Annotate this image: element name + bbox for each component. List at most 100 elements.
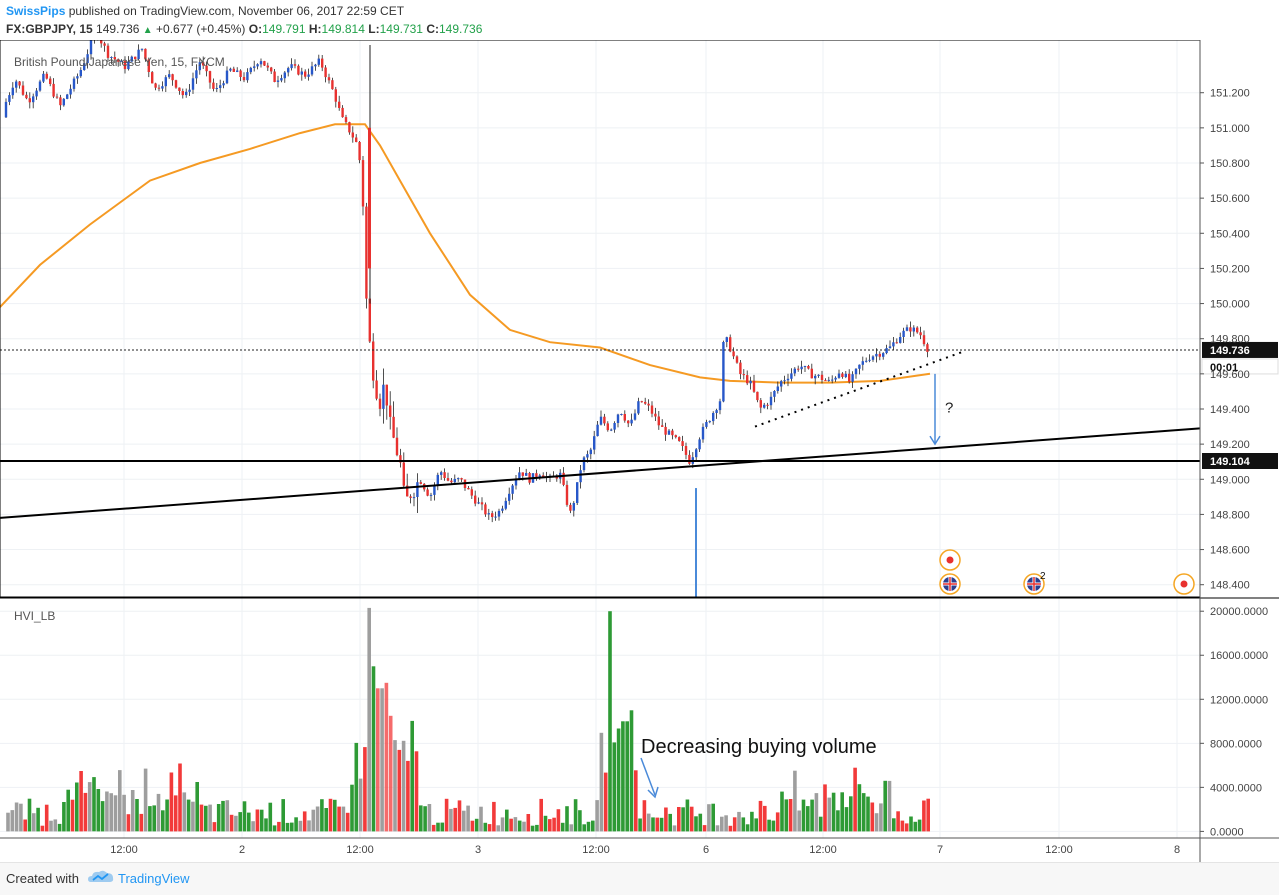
candle xyxy=(192,78,194,89)
close-label: C: xyxy=(426,22,439,36)
volume-bar xyxy=(668,814,672,832)
volume-bar xyxy=(582,824,586,831)
candle xyxy=(420,482,422,484)
volume-bar xyxy=(789,799,793,831)
volume-bar xyxy=(535,825,539,832)
candle xyxy=(766,405,768,406)
candle xyxy=(851,374,853,382)
volume-bar xyxy=(131,790,135,831)
candle xyxy=(522,472,524,476)
volume-legend: HVI_LB xyxy=(14,609,55,623)
volume-bar xyxy=(273,825,277,831)
open-label: O: xyxy=(249,22,262,36)
volume-bar xyxy=(238,812,242,831)
candle xyxy=(892,342,894,346)
volume-bar xyxy=(496,825,500,831)
volume-bar xyxy=(114,795,118,831)
candle xyxy=(841,374,843,378)
candle xyxy=(35,91,37,97)
candle xyxy=(260,61,262,64)
created-with-text: Created with xyxy=(6,871,79,886)
candle xyxy=(484,504,486,514)
volume-bar xyxy=(866,797,870,832)
volume-bar xyxy=(406,761,410,831)
candle xyxy=(185,92,187,95)
candle xyxy=(855,369,857,374)
candle xyxy=(229,69,231,71)
volume-bar xyxy=(926,799,930,832)
candle xyxy=(379,399,381,409)
volume-bar xyxy=(62,802,66,831)
candle xyxy=(902,331,904,337)
candle xyxy=(647,404,649,406)
candle xyxy=(763,405,765,408)
publisher-name[interactable]: SwissPips xyxy=(6,4,65,18)
candle xyxy=(49,79,51,84)
volume-bar xyxy=(711,804,715,832)
candle xyxy=(188,90,190,92)
volume-bar xyxy=(518,821,522,832)
candle xyxy=(488,513,490,514)
candle xyxy=(882,353,884,357)
volume-bar xyxy=(660,818,664,832)
high-label: H: xyxy=(309,22,322,36)
volume-bar xyxy=(11,810,15,831)
candle xyxy=(450,481,452,483)
candle xyxy=(610,430,612,431)
volume-bar xyxy=(428,804,432,831)
volume-bar xyxy=(853,768,857,832)
volume-bar xyxy=(638,819,642,832)
volume-bar xyxy=(92,777,96,831)
candle xyxy=(263,61,265,66)
x-tick-label-8: 12:00 xyxy=(1045,844,1073,856)
candle xyxy=(328,77,330,80)
candle xyxy=(314,65,316,67)
candle xyxy=(739,363,741,375)
volume-bar xyxy=(888,781,892,832)
volume-bar xyxy=(617,729,621,832)
volume-bar xyxy=(759,801,763,832)
volume-bar xyxy=(544,816,548,832)
candle xyxy=(477,502,479,503)
volume-bar xyxy=(445,799,449,832)
volume-bar xyxy=(183,792,187,831)
candle xyxy=(365,207,367,299)
candle xyxy=(675,435,677,437)
volume-bar xyxy=(595,800,599,831)
volume-bar xyxy=(36,808,40,832)
candle xyxy=(872,356,874,359)
volume-bar xyxy=(552,818,556,832)
candle xyxy=(222,83,224,85)
candle xyxy=(868,360,870,361)
price-tick-label-1: 148.600 xyxy=(1210,545,1250,557)
volume-bar xyxy=(105,792,109,832)
candle xyxy=(348,122,350,132)
candle xyxy=(586,454,588,457)
volume-bar xyxy=(871,803,875,832)
candle xyxy=(838,374,840,378)
candle xyxy=(284,73,286,79)
candle xyxy=(250,68,252,72)
volume-bar xyxy=(28,799,32,832)
volume-bar xyxy=(324,808,328,831)
high-value: 149.814 xyxy=(322,22,365,36)
volume-bar xyxy=(161,810,165,831)
candle xyxy=(644,402,646,404)
volume-bar xyxy=(97,789,101,831)
volume-bar xyxy=(178,764,182,832)
candle xyxy=(596,425,598,436)
tradingview-cloud-icon[interactable] xyxy=(88,869,114,885)
tradingview-link[interactable]: TradingView xyxy=(118,871,190,886)
volume-bar xyxy=(892,818,896,831)
volume-bar xyxy=(157,794,161,832)
volume-bar xyxy=(380,688,384,831)
volume-tick-label-3: 12000.0000 xyxy=(1210,694,1268,706)
candle xyxy=(583,457,585,470)
volume-bar xyxy=(914,822,918,832)
price-tick-label-13: 151.000 xyxy=(1210,123,1250,135)
volume-bar xyxy=(312,810,316,832)
volume-bar xyxy=(557,809,561,831)
volume-tick-label-5: 20000.0000 xyxy=(1210,606,1268,618)
candle xyxy=(474,496,476,504)
